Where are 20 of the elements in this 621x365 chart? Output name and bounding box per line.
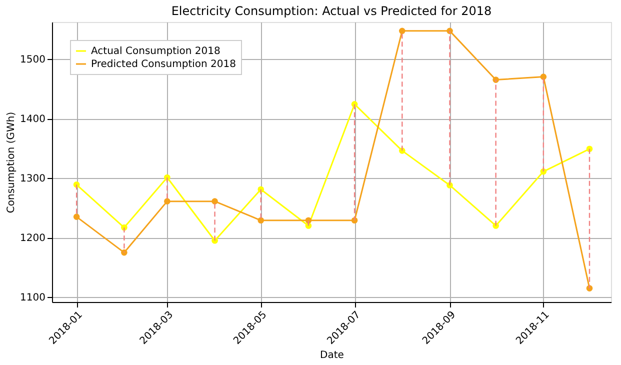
point bbox=[164, 198, 170, 204]
y-tick-label: 1200 bbox=[20, 233, 46, 244]
point bbox=[212, 198, 218, 204]
point bbox=[492, 76, 499, 83]
point bbox=[446, 28, 453, 34]
y-tick-label: 1400 bbox=[20, 114, 46, 126]
y-tick-label: 1300 bbox=[20, 174, 46, 185]
point bbox=[540, 74, 547, 80]
y-axis-title: Consumption (GWh) bbox=[6, 112, 18, 214]
legend-label: Predicted Consumption 2018 bbox=[91, 59, 236, 70]
chart-title: Electricity Consumption: Actual vs Predicted for 2018 bbox=[171, 4, 492, 18]
point bbox=[398, 148, 406, 154]
x-axis-title: Date bbox=[320, 350, 344, 362]
point bbox=[73, 214, 80, 220]
point bbox=[258, 217, 264, 224]
y-tick-label: 1500 bbox=[20, 54, 46, 66]
point bbox=[398, 28, 406, 34]
point bbox=[121, 249, 128, 256]
y-tick-label: 1100 bbox=[20, 292, 46, 304]
legend-label: Actual Consumption 2018 bbox=[91, 46, 220, 57]
